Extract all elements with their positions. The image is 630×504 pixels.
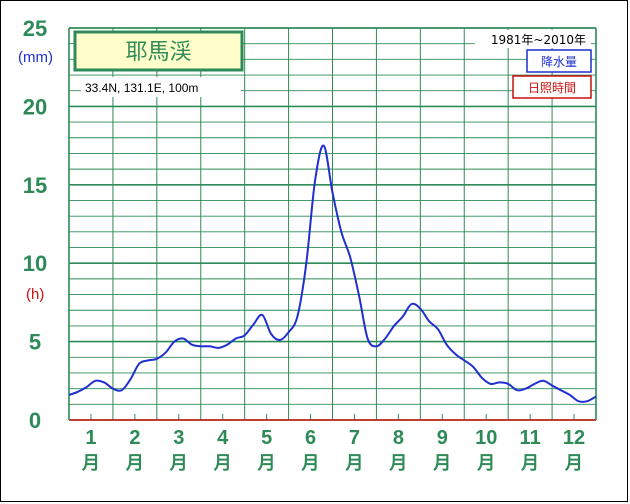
precip-unit-label: (mm) xyxy=(18,49,53,66)
month-number-label: 8 xyxy=(393,427,404,449)
month-unit-label: 月 xyxy=(476,453,495,474)
month-number-label: 11 xyxy=(520,427,541,449)
station-coords: 33.4N, 131.1E, 100m xyxy=(85,81,198,95)
month-number-label: 10 xyxy=(475,427,497,449)
month-number-label: 3 xyxy=(173,427,184,449)
precip-series-line xyxy=(68,144,597,403)
legend-sunshine: 日照時間 xyxy=(528,81,576,95)
station-name: 耶馬渓 xyxy=(125,40,191,65)
month-unit-label: 月 xyxy=(301,453,320,474)
station-title-box xyxy=(73,30,244,72)
y-tick-label: 25 xyxy=(23,16,47,41)
legend-precip-box xyxy=(526,49,592,73)
y-tick-label: 20 xyxy=(23,94,47,119)
month-number-label: 1 xyxy=(85,427,96,449)
month-number-label: 4 xyxy=(217,427,229,449)
sunshine-unit-label: (h) xyxy=(26,286,44,303)
y-tick-label: 5 xyxy=(29,330,41,355)
month-unit-label: 月 xyxy=(344,453,363,474)
month-unit-label: 月 xyxy=(520,453,539,474)
period-bg xyxy=(475,30,591,48)
y-tick-label: 15 xyxy=(23,173,47,198)
month-unit-label: 月 xyxy=(125,453,144,474)
legend-sunshine-box xyxy=(512,75,592,99)
month-number-label: 2 xyxy=(129,427,140,449)
y-tick-label: 10 xyxy=(23,251,47,276)
month-number-label: 6 xyxy=(305,427,316,449)
grid-lines xyxy=(68,27,597,421)
legend-precip: 降水量 xyxy=(541,55,577,69)
month-number-label: 9 xyxy=(437,427,448,449)
month-axis-labels: 1 月 2 月 3 月 4 月 5 月 6 月 7 月 8 月 9 月 10 月 11 月 12 月 xyxy=(81,427,585,474)
y-tick-label: 0 xyxy=(29,408,41,433)
month-unit-label: 月 xyxy=(388,453,407,474)
month-unit-label: 月 xyxy=(213,453,232,474)
period-label: 1981年~2010年 xyxy=(491,33,586,47)
y-axis-ticks: 0 5 10 15 20 25 xyxy=(23,16,47,433)
month-unit-label: 月 xyxy=(81,453,100,474)
month-number-label: 12 xyxy=(563,427,585,449)
month-unit-label: 月 xyxy=(564,453,583,474)
month-unit-label: 月 xyxy=(432,453,451,474)
month-number-label: 7 xyxy=(349,427,360,449)
coords-bg xyxy=(81,77,241,97)
month-number-label: 5 xyxy=(261,427,272,449)
month-unit-label: 月 xyxy=(257,453,276,474)
month-unit-label: 月 xyxy=(169,453,188,474)
